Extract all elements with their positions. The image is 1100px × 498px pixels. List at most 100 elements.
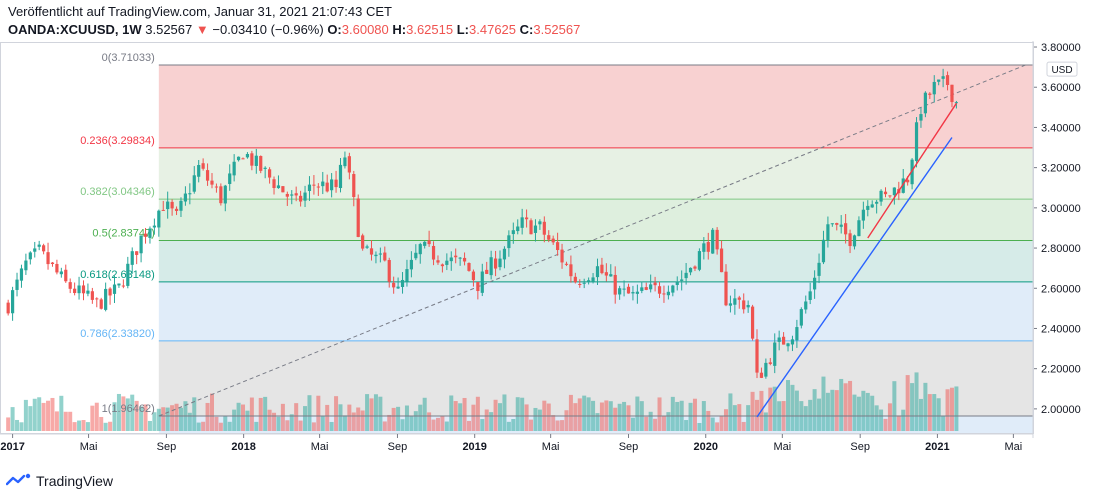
volume-bar <box>192 397 197 431</box>
candle-body <box>90 291 94 300</box>
candle <box>919 107 923 128</box>
price-change: −0.03410 (−0.96%) <box>212 22 324 37</box>
candle <box>471 269 476 287</box>
candle <box>835 222 839 231</box>
footer-brand[interactable]: TradingView <box>6 471 113 491</box>
candle <box>533 219 538 242</box>
candle-body <box>653 282 657 286</box>
candle-body <box>392 282 396 288</box>
published-note: Veröffentlicht auf TradingView.com, Janu… <box>8 4 392 19</box>
volume-bar <box>316 395 321 431</box>
candle-body <box>759 372 764 378</box>
volume-bar <box>90 405 95 431</box>
candle-body <box>245 154 250 158</box>
candle <box>378 247 382 263</box>
candle <box>622 280 626 297</box>
candle <box>950 84 954 108</box>
candle-body <box>945 75 950 85</box>
volume-bar <box>50 397 55 431</box>
candle <box>409 251 413 278</box>
volume-bar <box>830 389 835 431</box>
volume-bar <box>848 380 853 431</box>
candle <box>259 155 263 174</box>
candle <box>728 295 733 313</box>
volume-bar <box>276 416 281 431</box>
candle-body <box>746 304 750 308</box>
volume-bar <box>489 412 494 431</box>
candle <box>932 75 936 103</box>
candle <box>10 286 15 321</box>
candle <box>693 265 697 272</box>
candle <box>219 183 223 206</box>
candle <box>813 270 817 299</box>
candle <box>254 148 258 174</box>
volume-bar <box>201 421 206 431</box>
candle-body <box>387 260 391 282</box>
candle-body <box>148 228 152 238</box>
candle <box>285 191 289 206</box>
candle <box>369 240 374 261</box>
candle-body <box>529 220 533 235</box>
candle-body <box>316 186 320 188</box>
volume-bar <box>320 415 325 431</box>
volume-bar <box>577 398 582 431</box>
volume-bar <box>156 408 161 431</box>
candle-body <box>157 210 161 228</box>
volume-bar <box>670 396 675 431</box>
volume-bar <box>595 413 600 431</box>
candle <box>166 191 170 219</box>
candle-body <box>613 274 617 295</box>
volume-bar <box>551 415 556 431</box>
candle <box>59 267 63 278</box>
candle-body <box>516 226 520 232</box>
volume-bar <box>103 422 108 431</box>
volume-bar <box>715 422 720 431</box>
candle <box>330 173 334 198</box>
y-tick-label: 3.80000 <box>1041 42 1081 54</box>
candle <box>418 242 422 264</box>
volume-bar <box>599 402 604 431</box>
candle-body <box>95 298 99 300</box>
candle-body <box>330 179 334 191</box>
candle-body <box>50 262 55 265</box>
y-tick-label: 2.00000 <box>1041 404 1081 416</box>
symbol-name[interactable]: OANDA:XCUUSD, 1W <box>8 22 142 37</box>
candle-body <box>19 268 24 281</box>
volume-bar <box>435 417 440 431</box>
volume-bar <box>502 394 507 431</box>
candle-body <box>130 251 134 265</box>
volume-bar <box>178 407 183 431</box>
candle-body <box>55 263 59 273</box>
candle <box>130 247 134 274</box>
candle <box>6 299 10 316</box>
candle-body <box>166 201 170 210</box>
candle-body <box>24 260 28 271</box>
volume-bar <box>19 422 24 431</box>
candle <box>174 206 179 216</box>
x-tick-label: 2021 <box>925 441 949 453</box>
candle-body <box>857 220 861 237</box>
price-chart[interactable]: 0(3.71033) 0.236(3.29834) 0.382(3.04346) 0.… <box>0 38 1100 458</box>
candle <box>197 160 201 183</box>
candle <box>954 100 959 109</box>
close-label: C: <box>519 22 534 37</box>
candle <box>666 285 670 300</box>
candle <box>467 262 471 272</box>
volume-bar <box>214 416 219 431</box>
candle-body <box>223 185 227 204</box>
volume-bar <box>351 412 356 431</box>
volume-bar <box>134 400 139 431</box>
candle-body <box>914 122 919 162</box>
candle-body <box>423 241 427 246</box>
candle <box>826 216 830 248</box>
volume-bar <box>254 421 259 431</box>
candle <box>440 263 445 273</box>
brand-name: TradingView <box>36 473 114 489</box>
candle-body <box>742 300 746 310</box>
price-axis-bg <box>1033 38 1100 438</box>
candle-body <box>485 269 489 274</box>
candle <box>626 283 631 294</box>
volume-bar <box>555 420 560 431</box>
candle-body <box>587 280 591 282</box>
candle <box>742 293 746 314</box>
